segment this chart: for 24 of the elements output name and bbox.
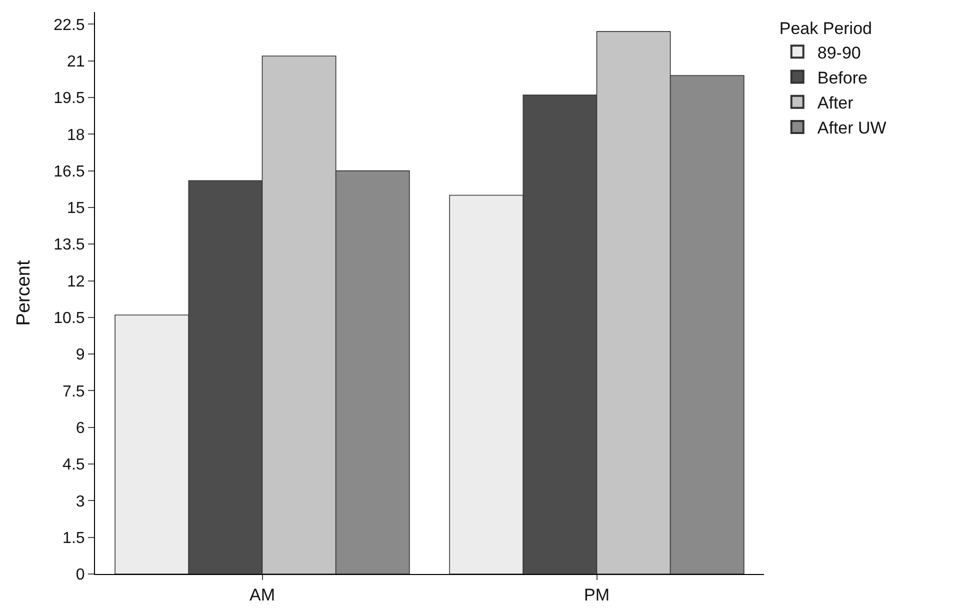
- x-tick-label: PM: [584, 585, 610, 604]
- y-tick-label: 0: [76, 566, 85, 584]
- legend-title: Peak Period: [779, 19, 872, 38]
- y-tick-label: 9: [76, 346, 85, 364]
- y-tick-label: 12: [67, 273, 85, 290]
- y-tick-label: 15: [67, 200, 85, 218]
- y-tick-label: 19.5: [54, 90, 85, 108]
- legend-label: Before: [817, 68, 868, 88]
- y-tick-label: 3: [76, 493, 85, 510]
- y-axis-title: Percent: [14, 260, 35, 326]
- y-tick-label: 10.5: [54, 310, 85, 328]
- y-tick-label: 18: [67, 126, 85, 144]
- y-tick-label: 21: [67, 53, 85, 70]
- y-tick-label: 13.5: [54, 236, 85, 254]
- y-tick-label: 1.5: [62, 530, 85, 547]
- y-tick-label: 22.5: [54, 16, 85, 34]
- y-tick-label: 4.5: [62, 456, 85, 474]
- y-tick-label: 16.5: [54, 163, 85, 180]
- y-tick-label: 6: [76, 420, 85, 437]
- legend-label: 89-90: [817, 43, 861, 62]
- legend-label: After UW: [817, 118, 886, 138]
- legend-label: After: [817, 93, 854, 112]
- x-tick-label: AM: [250, 585, 275, 604]
- y-tick-label: 7.5: [62, 383, 85, 400]
